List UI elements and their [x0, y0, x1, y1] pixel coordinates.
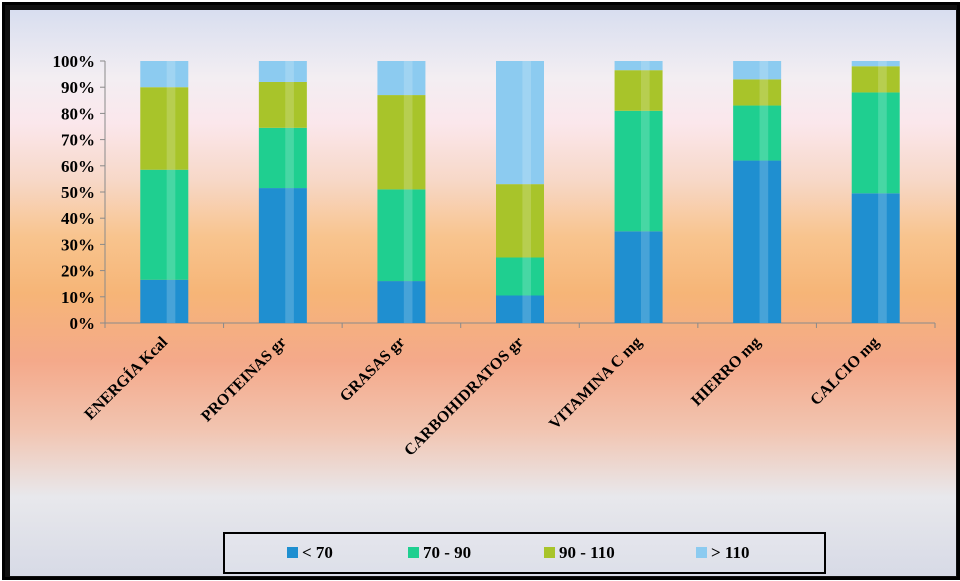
bar-segment-4-7 [851, 61, 900, 67]
bars-layer [140, 61, 900, 323]
legend-label: > 110 [711, 543, 750, 562]
bar-segment-1-5 [614, 231, 663, 323]
bar-highlight [759, 160, 769, 323]
bar-segment-2-4 [496, 257, 544, 296]
bar-segment-3-6 [733, 79, 782, 106]
bar-highlight [759, 79, 769, 106]
bar-segment-2-3 [377, 189, 426, 282]
bar-segment-3-2 [258, 81, 307, 128]
bar-highlight [522, 61, 532, 185]
bar-highlight [166, 87, 176, 170]
bar-segment-3-5 [614, 70, 663, 111]
bar-highlight [285, 188, 294, 323]
bar-highlight [166, 61, 176, 88]
bar-highlight [285, 61, 294, 82]
bar-segment-3-7 [851, 66, 900, 93]
bar-highlight [878, 193, 887, 323]
bar-segment-4-6 [733, 61, 782, 80]
y-tick-label: 100% [53, 52, 96, 71]
bar-highlight [403, 95, 413, 190]
bar-highlight [285, 81, 294, 128]
legend: < 70 70 - 90 90 - 110 > 110 [223, 532, 826, 574]
bar-highlight [640, 61, 650, 71]
bar-segment-1-4 [496, 295, 544, 323]
bar-highlight [522, 295, 532, 323]
bar-segment-1-2 [258, 188, 307, 323]
y-tick-label: 50% [61, 183, 95, 202]
bar-segment-2-1 [140, 169, 189, 280]
bar-highlight [878, 66, 887, 93]
bar-segment-4-2 [258, 61, 307, 82]
bar-segment-2-6 [733, 105, 782, 161]
y-tick-label: 30% [61, 235, 95, 254]
bar-segment-1-3 [377, 281, 426, 323]
y-tick-label: 70% [61, 131, 95, 150]
bar-segment-2-7 [851, 92, 900, 194]
bar-segment-4-5 [614, 61, 663, 71]
y-tick-labels: 0% 10% 20% 30% 40% 50% 60% 70% 80% 90% 100% [53, 52, 96, 333]
bar-highlight [640, 231, 650, 323]
bar-segment-4-1 [140, 61, 189, 88]
bar-highlight [166, 279, 176, 323]
y-tick-label: 20% [61, 262, 95, 281]
legend-swatch [408, 547, 419, 558]
bar-highlight [522, 257, 532, 296]
legend-label: 90 - 110 [559, 543, 615, 562]
bar-highlight [522, 184, 532, 258]
legend-label: 70 - 90 [423, 543, 471, 562]
legend-label: < 70 [302, 543, 333, 562]
bar-highlight [759, 105, 769, 161]
bar-highlight [878, 92, 887, 194]
legend-swatch [287, 547, 298, 558]
y-tick-label: 60% [61, 157, 95, 176]
bar-highlight [759, 61, 769, 80]
bar-highlight [640, 70, 650, 111]
bar-segment-1-6 [733, 160, 782, 323]
bar-highlight [403, 281, 413, 323]
bar-highlight [878, 61, 887, 67]
legend-box [223, 532, 826, 574]
y-tick-label: 80% [61, 104, 95, 123]
y-tick-label: 40% [61, 209, 95, 228]
bar-segment-1-7 [851, 193, 900, 323]
bar-highlight [403, 61, 413, 96]
bar-segment-3-1 [140, 87, 189, 170]
bar-segment-3-3 [377, 95, 426, 190]
bar-highlight [166, 169, 176, 280]
bar-highlight [285, 127, 294, 189]
bar-highlight [640, 110, 650, 232]
bar-segment-4-4 [496, 61, 544, 185]
stacked-bar-chart: 0%10%20%30%40%50%60%70%80%90%100% ENERGÍ… [10, 10, 956, 576]
legend-swatch [696, 547, 707, 558]
bar-segment-4-3 [377, 61, 426, 96]
bar-segment-1-1 [140, 279, 189, 323]
bar-segment-2-2 [258, 127, 307, 189]
y-tick-label: 0% [70, 314, 96, 333]
bar-segment-3-4 [496, 184, 544, 258]
bar-highlight [403, 189, 413, 282]
y-tick-label: 10% [61, 288, 95, 307]
legend-swatch [544, 547, 555, 558]
y-tick-label: 90% [61, 78, 95, 97]
bar-segment-2-5 [614, 110, 663, 232]
